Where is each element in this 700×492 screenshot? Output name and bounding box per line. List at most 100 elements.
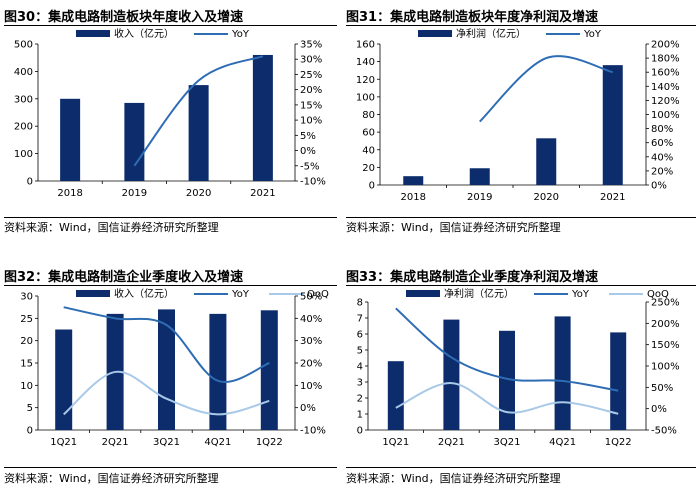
y-tick-label-left: 8	[357, 298, 363, 309]
chart-title: 图31：集成电路制造板块年度净利润及增速	[346, 10, 599, 25]
source-rule	[346, 217, 696, 218]
chart-panel-3: 图32：集成电路制造企业季度收入及增速 收入（亿元） YoY QoQ 0 5 10 15 20…	[4, 266, 337, 488]
y-tick-label-right: 0%	[300, 146, 316, 157]
x-tick-label: 1Q22	[605, 437, 632, 448]
title-rule	[346, 25, 696, 26]
y-tick-label-left: 5	[357, 346, 363, 357]
y-tick-label-right: 10%	[300, 381, 322, 392]
y-tick-label-right: 150%	[651, 340, 680, 351]
y-tick-label-right: 0%	[300, 403, 316, 414]
bar	[554, 316, 571, 430]
chart-panel-2: 图31：集成电路制造板块年度净利润及增速 净利润（亿元） YoY 0 20 40 60 80…	[346, 6, 696, 238]
source-note: 资料来源：Wind，国信证券经济研究所整理	[4, 472, 219, 485]
bar	[188, 85, 209, 181]
legend-label: QoQ	[307, 289, 329, 300]
y-tick-label-left: 0	[27, 426, 33, 437]
title-rule	[346, 285, 696, 286]
y-tick-label-right: 100%	[651, 362, 680, 373]
bar	[469, 168, 490, 185]
y-tick-label-left: 5	[27, 403, 33, 414]
legend-label: 净利润（亿元）	[456, 28, 526, 40]
bar	[602, 65, 623, 185]
title-rule	[4, 25, 337, 26]
y-tick-label-left: 15	[20, 359, 33, 370]
y-tick-label-left: 400	[14, 67, 33, 78]
y-tick-label-left: 500	[14, 40, 33, 51]
series-line-yoy	[63, 306, 270, 384]
y-tick-label-left: 300	[14, 94, 33, 105]
series-line-qoq	[395, 382, 619, 415]
y-tick-label-right: 30%	[300, 336, 322, 347]
bar	[209, 313, 227, 430]
x-tick-label: 1Q21	[382, 437, 409, 448]
y-tick-label-right: 30%	[300, 55, 322, 66]
bar	[124, 102, 145, 181]
series-line-qoq	[63, 370, 270, 416]
y-tick-label-right: -10%	[300, 177, 326, 188]
y-tick-label-left: 200	[14, 122, 33, 133]
y-tick-label-right: 40%	[651, 152, 673, 163]
y-tick-label-right: 80%	[651, 124, 673, 135]
source-note: 资料来源：Wind，国信证券经济研究所整理	[4, 221, 219, 234]
series-line-yoy	[479, 55, 614, 123]
y-tick-label-right: 0%	[651, 181, 667, 192]
legend-swatch-bar	[406, 290, 440, 297]
y-tick-label-right: 20%	[300, 85, 322, 96]
bar	[60, 98, 81, 181]
y-tick-label-left: 25	[20, 314, 33, 325]
bar	[536, 138, 557, 185]
y-tick-label-left: 4	[357, 362, 363, 373]
y-tick-label-left: 6	[357, 330, 363, 341]
legend-label: YoY	[231, 289, 250, 300]
y-tick-label-right: 120%	[651, 96, 680, 107]
legend-label: YoY	[231, 29, 250, 40]
y-tick-label-left: 60	[362, 128, 375, 139]
y-tick-label-right: 100%	[651, 110, 680, 121]
title-rule	[4, 285, 337, 286]
series-line-yoy	[133, 55, 264, 167]
legend-swatch-bar	[418, 30, 452, 37]
legend-label: 收入（亿元）	[114, 28, 174, 40]
y-tick-label-left: 100	[14, 149, 33, 160]
x-tick-label: 2020	[186, 188, 211, 199]
y-tick-label-left: 20	[20, 336, 33, 347]
y-tick-label-right: 250%	[651, 298, 680, 309]
y-tick-label-left: 140	[356, 57, 375, 68]
y-tick-label-right: 10%	[300, 116, 322, 127]
chart-title: 图32：集成电路制造企业季度收入及增速	[4, 270, 244, 285]
y-tick-label-left: 40	[362, 145, 375, 156]
y-tick-label-right: -5%	[300, 161, 319, 172]
y-tick-label-left: 100	[356, 92, 375, 103]
chart-title: 图30：集成电路制造板块年度收入及增速	[4, 10, 244, 25]
y-tick-label-left: 160	[356, 40, 375, 51]
y-tick-label-right: 180%	[651, 54, 680, 65]
bar	[387, 361, 404, 430]
chart-svg: 净利润（亿元） YoY QoQ 0 1 2 3 4 5 6 7 8 -50% 0% 50% 100% 150% 2…	[357, 288, 680, 448]
y-tick-label-left: 80	[362, 110, 375, 121]
legend-swatch-bar	[76, 30, 110, 37]
x-tick-label: 2018	[401, 192, 426, 203]
y-tick-label-right: 0%	[651, 404, 667, 415]
bar	[610, 332, 627, 430]
y-tick-label-left: 0	[27, 177, 33, 188]
x-tick-label: 1Q22	[256, 437, 283, 448]
y-tick-label-right: 60%	[651, 138, 673, 149]
legend-label: 收入（亿元）	[114, 288, 174, 300]
bar	[260, 310, 278, 430]
y-tick-label-right: 200%	[651, 40, 680, 51]
y-tick-label-right: 40%	[300, 314, 322, 325]
y-tick-label-left: 0	[357, 426, 363, 437]
bar	[499, 330, 515, 430]
bar	[252, 54, 273, 181]
source-note: 资料来源：Wind，国信证券经济研究所整理	[346, 472, 561, 485]
legend-label: 净利润（亿元）	[444, 288, 514, 300]
y-tick-label-left: 120	[356, 75, 375, 86]
x-tick-label: 3Q21	[494, 437, 521, 448]
bar	[55, 329, 73, 430]
bar	[158, 309, 175, 430]
y-tick-label-right: 160%	[651, 68, 680, 79]
y-tick-label-left: 0	[369, 181, 375, 192]
bar	[443, 319, 460, 430]
chart-svg: 收入（亿元） YoY 0 100 200 300 400 500 -10% -5% 0% 5% 10% 1…	[14, 28, 326, 199]
y-tick-label-left: 20	[362, 163, 375, 174]
